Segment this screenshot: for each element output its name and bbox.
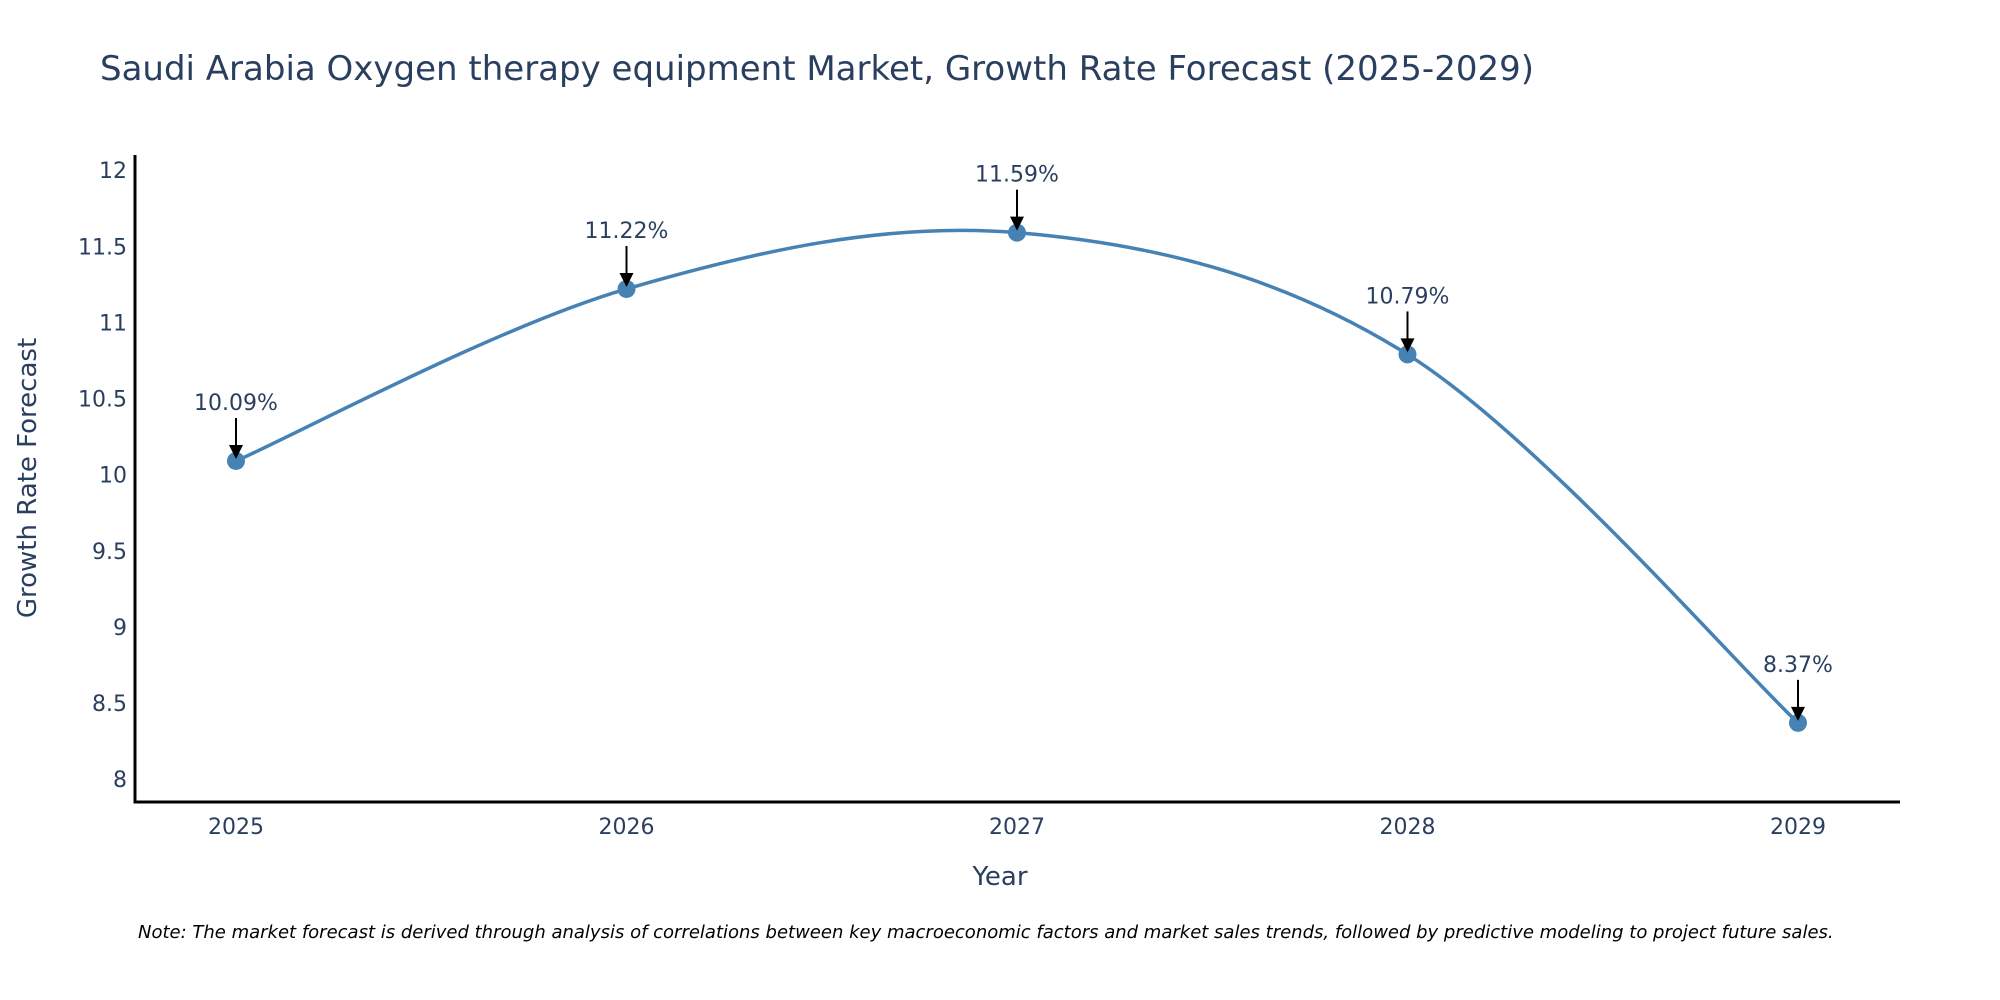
data-label: 10.09% (194, 391, 278, 416)
y-tick-label: 9 (113, 616, 127, 641)
y-tick-label: 12 (99, 159, 127, 184)
x-tick-label: 2025 (208, 815, 264, 840)
chart-title: Saudi Arabia Oxygen therapy equipment Ma… (100, 49, 1534, 89)
annotation-arrow-head (1791, 706, 1805, 721)
data-label: 8.37% (1763, 653, 1833, 678)
series-line (235, 228, 1800, 725)
data-point (1398, 345, 1417, 364)
x-tick-label: 2027 (989, 815, 1045, 840)
y-tick-label: 8.5 (92, 692, 127, 717)
y-axis-title: Growth Rate Forecast (13, 338, 43, 618)
data-label: 11.22% (585, 219, 669, 244)
forecast-note: Note: The market forecast is derived thr… (138, 922, 1834, 943)
x-tick-label: 2026 (599, 815, 655, 840)
data-label: 10.79% (1366, 284, 1450, 309)
data-label: 11.59% (975, 163, 1059, 188)
annotation-arrow-head (619, 272, 634, 287)
y-tick-label: 11 (99, 311, 127, 336)
y-tick-label: 10.5 (78, 388, 127, 413)
y-tick-label: 8 (113, 768, 127, 793)
x-tick-label: 2029 (1770, 815, 1826, 840)
annotation-arrow-head (229, 444, 243, 459)
x-axis-title: Year (971, 862, 1027, 892)
data-point (617, 279, 636, 298)
y-tick-label: 9.5 (92, 540, 127, 565)
data-point (1789, 713, 1807, 732)
annotation-arrow-head (1400, 338, 1415, 353)
y-tick-label: 10 (99, 464, 127, 489)
data-point (227, 451, 245, 470)
y-tick-label: 11.5 (78, 235, 127, 260)
data-point (1008, 223, 1026, 242)
x-tick-label: 2028 (1380, 815, 1436, 840)
annotation-arrow-head (1010, 216, 1024, 231)
